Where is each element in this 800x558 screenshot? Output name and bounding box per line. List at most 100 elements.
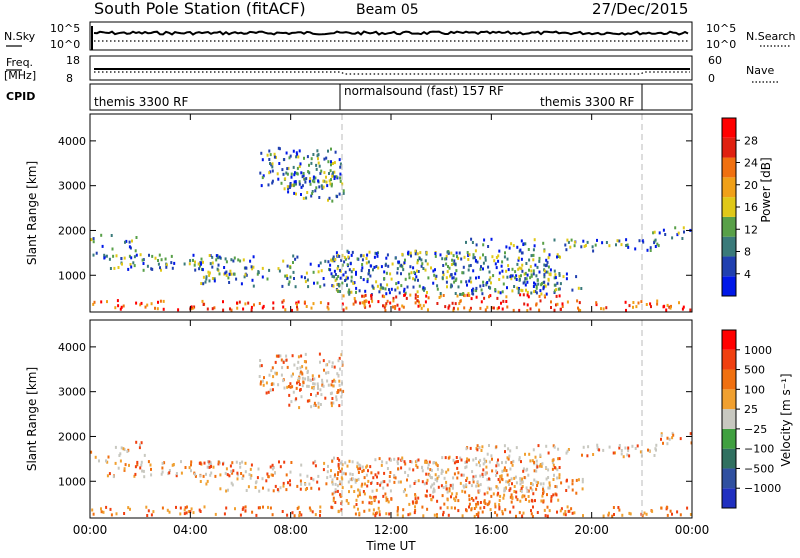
data-cell [213,279,216,283]
data-cell [327,260,330,264]
data-cell [194,474,197,478]
data-cell [444,305,447,309]
data-cell [399,480,402,484]
data-cell [423,482,426,486]
data-cell [430,266,432,270]
data-cell [586,240,589,244]
data-cell [468,481,471,485]
data-cell [244,505,247,509]
data-cell [433,273,436,277]
data-cell [506,257,509,261]
data-cell [388,475,391,478]
data-cell [368,495,371,499]
data-cell [277,354,280,358]
data-cell [482,475,484,478]
data-cell [416,299,419,303]
data-cell [287,190,290,194]
data-cell [115,254,118,258]
data-cell [362,278,365,282]
data-cell [261,306,264,310]
data-cell [306,278,309,282]
data-cell [561,302,564,306]
data-cell [473,514,476,518]
data-cell [346,464,349,468]
data-cell [351,477,354,481]
data-cell [486,491,489,495]
data-cell [540,282,543,286]
data-cell [686,506,689,510]
data-cell [224,257,227,261]
data-cell [649,246,652,250]
data-cell [414,494,417,498]
data-cell [285,358,288,362]
data-cell [522,469,525,473]
data-cell [305,196,308,200]
data-cell [173,261,176,265]
data-cell [344,472,347,476]
data-cell [331,274,334,278]
data-cell [526,293,529,297]
data-cell [292,149,295,153]
data-cell [529,307,532,311]
data-cell [314,403,317,407]
data-cell [531,459,534,463]
data-cell [190,305,193,309]
data-cell [259,506,261,510]
data-cell [425,294,428,298]
data-cell [453,259,456,263]
data-cell [303,177,306,181]
data-cell [353,490,356,493]
data-cell [188,262,191,266]
data-cell [409,512,412,516]
data-cell [542,487,544,491]
data-cell [274,471,276,475]
nsearch-label: N.Search [746,30,796,43]
data-cell [161,466,164,470]
data-cell [565,272,568,276]
data-cell [295,182,297,186]
data-cell [317,179,320,183]
data-cell [289,184,292,188]
data-cell [197,262,200,266]
data-cell [450,484,453,488]
data-cell [317,401,320,405]
data-cell [340,395,343,399]
data-cell [537,481,540,485]
data-cell [272,489,275,493]
data-cell [668,305,671,309]
data-cell [468,308,471,312]
data-cell [256,476,259,480]
data-cell [292,372,294,376]
data-cell [316,391,319,395]
data-cell [377,506,380,510]
data-cell [413,270,416,274]
data-cell [447,251,450,255]
data-cell [509,495,512,499]
data-cell [289,266,292,270]
data-cell [535,463,538,467]
data-cell [557,255,560,258]
data-cell [455,495,458,499]
colorbar-swatch [722,197,736,217]
data-cell [502,299,505,303]
data-cell [292,270,295,274]
data-cell [378,513,381,517]
data-cell [579,309,582,312]
data-cell [286,385,289,389]
data-cell [332,401,335,405]
data-cell [259,171,262,175]
data-cell [316,149,319,153]
data-cell [237,258,240,262]
data-cell [292,390,295,394]
data-cell [490,237,493,241]
data-cell [558,457,561,461]
data-cell [352,281,355,285]
data-cell [618,239,621,243]
data-cell [550,495,553,499]
data-cell [465,280,468,284]
data-cell [92,240,95,244]
data-cell [464,461,467,464]
data-cell [395,295,398,299]
data-cell [90,238,93,242]
data-cell [302,196,305,200]
